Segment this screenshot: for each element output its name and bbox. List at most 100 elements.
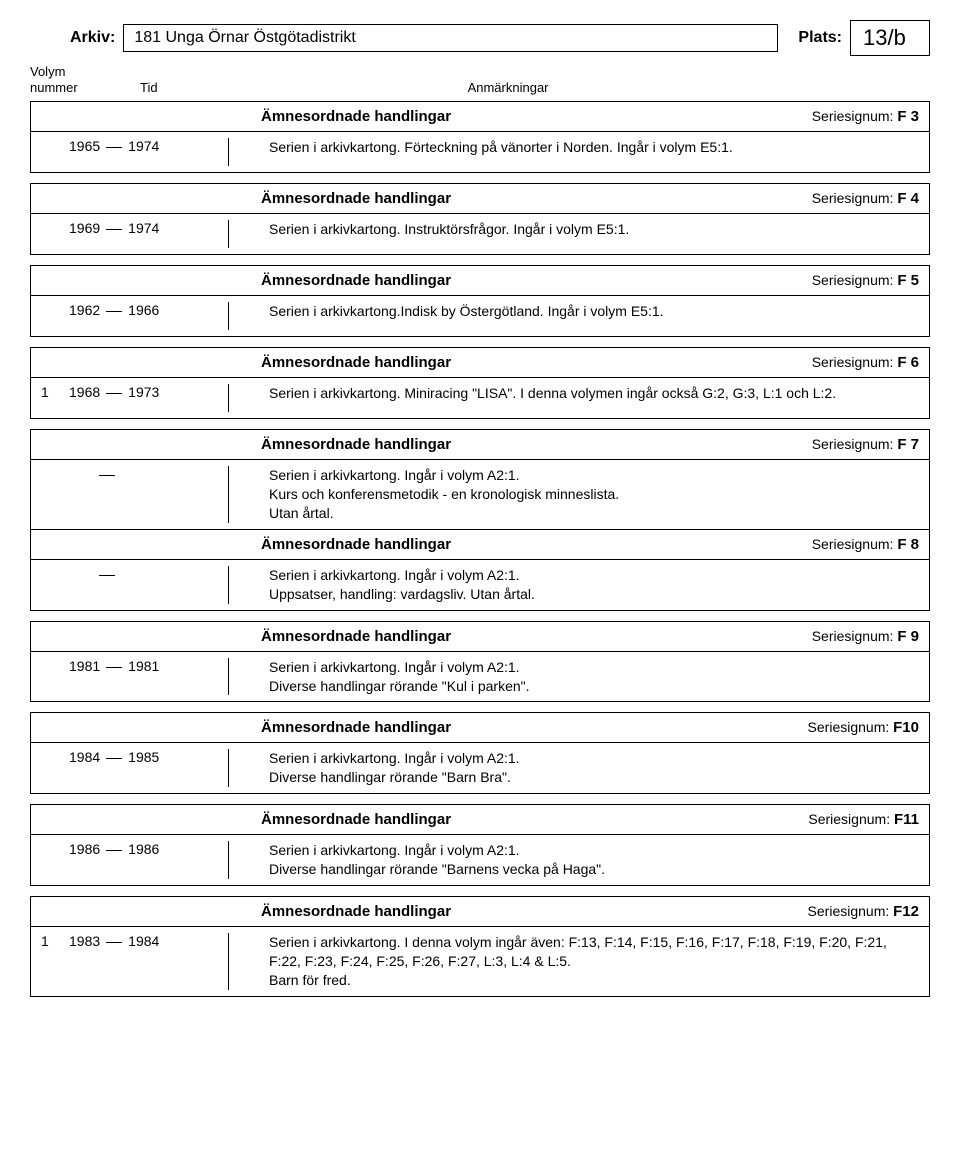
dash-icon <box>99 575 115 576</box>
volume-number <box>41 658 69 696</box>
seriesignum: Seriesignum: F 9 <box>812 628 919 645</box>
year-from: 1984 <box>69 749 100 765</box>
section-title: Ämnesordnade handlingar <box>261 903 451 920</box>
col-tid: Tid <box>140 80 158 95</box>
year-range: 1984 1985 <box>69 749 229 787</box>
dash-icon <box>106 393 122 394</box>
seriesignum: Seriesignum: F 7 <box>812 436 919 453</box>
year-from: 1968 <box>69 384 100 400</box>
entry-block: Ämnesordnade handlingarSeriesignum: F10 1… <box>30 712 930 794</box>
dash-icon <box>106 229 122 230</box>
volume-number <box>41 566 69 604</box>
section-title-row: Ämnesordnade handlingarSeriesignum: F10 <box>31 713 929 743</box>
entry-block: Ämnesordnade handlingar Seriesignum: F 4 1… <box>30 183 930 255</box>
seriesignum: Seriesignum: F 8 <box>812 536 919 553</box>
entry-block: Ämnesordnade handlingarSeriesignum: F 91… <box>30 621 930 703</box>
section-title-row: Ämnesordnade handlingarSeriesignum: F 3 <box>31 102 929 132</box>
year-from: 1965 <box>69 138 100 154</box>
seriesignum: Seriesignum: F12 <box>808 903 919 920</box>
dash-icon <box>106 850 122 851</box>
col-volym: Volym nummer <box>30 64 100 95</box>
entry-text: Serien i arkivkartong. Ingår i volym A2:… <box>229 841 919 879</box>
year-to: 1984 <box>128 933 159 949</box>
seriesignum: Seriesignum: F 4 <box>812 190 919 207</box>
entry-row: 19861986Serien i arkivkartong. Ingår i v… <box>31 835 929 885</box>
entry-row: 1981 1981 Serien i arkivkartong. Ingår i v… <box>31 652 929 702</box>
section-title: Ämnesordnade handlingar <box>261 811 451 828</box>
section-title: Ämnesordnade handlingar <box>261 536 451 553</box>
dash-icon <box>106 311 122 312</box>
volume-number: 1 <box>41 933 69 990</box>
dash-icon <box>106 667 122 668</box>
plats-label: Plats: <box>798 29 842 47</box>
year-from: 1981 <box>69 658 100 674</box>
volume-number <box>41 220 69 248</box>
column-headers: Volym nummer Tid Anmärkningar <box>30 64 930 95</box>
year-to: 1985 <box>128 749 159 765</box>
entry-row: Serien i arkivkartong. Ingår i volym A2:… <box>31 560 929 610</box>
entry-block: Ämnesordnade handlingarSeriesignum: F 51… <box>30 265 930 337</box>
entry-text: Serien i arkivkartong. Ingår i volym A2:… <box>229 658 919 696</box>
entry-text: Serien i arkivkartong. Ingår i volym A2:… <box>229 749 919 787</box>
year-range: 19691974 <box>69 220 229 248</box>
dash-icon <box>106 942 122 943</box>
volume-number <box>41 302 69 330</box>
year-to: 1974 <box>128 220 159 236</box>
volume-number <box>41 749 69 787</box>
entry-text: Serien i arkivkartong. Instruktörsfrågor… <box>229 220 919 248</box>
entry-block: Ämnesordnade handlingarSeriesignum: F 31… <box>30 101 930 173</box>
year-range: 19831984 <box>69 933 229 990</box>
arkiv-value: 181 Unga Örnar Östgötadistrikt <box>123 24 778 52</box>
year-from: 1962 <box>69 302 100 318</box>
plats-value: 13/b <box>850 20 930 56</box>
section-title-row: Ämnesordnade handlingar Seriesignum: F 6 <box>31 348 929 378</box>
blocks-container: Ämnesordnade handlingarSeriesignum: F 31… <box>30 101 930 996</box>
dash-icon <box>99 475 115 476</box>
section-title-row: Ämnesordnade handlingar Seriesignum: F12 <box>31 897 929 927</box>
section-title-row: Ämnesordnade handlingar Seriesignum: F 8 <box>31 530 929 560</box>
year-from: 1986 <box>69 841 100 857</box>
section-title: Ämnesordnade handlingar <box>261 190 451 207</box>
year-range: 1968 1973 <box>69 384 229 412</box>
year-to: 1981 <box>128 658 159 674</box>
section-title: Ämnesordnade handlingar <box>261 272 451 289</box>
entry-row: 19691974Serien i arkivkartong. Instruktö… <box>31 214 929 254</box>
year-range <box>69 466 229 523</box>
section-title-row: Ämnesordnade handlingar Seriesignum: F11 <box>31 805 929 835</box>
header-row: Arkiv: 181 Unga Örnar Östgötadistrikt Pl… <box>30 20 930 56</box>
entry-text: Serien i arkivkartong. Ingår i volym A2:… <box>229 466 919 523</box>
year-range <box>69 566 229 604</box>
section-title-row: Ämnesordnade handlingarSeriesignum: F 9 <box>31 622 929 652</box>
entry-text: Serien i arkivkartong. I denna volym ing… <box>229 933 919 990</box>
entry-block: Ämnesordnade handlingar Seriesignum: F 6 1… <box>30 347 930 419</box>
section-title: Ämnesordnade handlingar <box>261 354 451 371</box>
entry-text: Serien i arkivkartong. Miniracing "LISA"… <box>229 384 919 412</box>
dash-icon <box>106 758 122 759</box>
section-title: Ämnesordnade handlingar <box>261 436 451 453</box>
entry-row: 1962 1966 Serien i arkivkartong.Indisk by … <box>31 296 929 336</box>
volume-number: 1 <box>41 384 69 412</box>
year-to: 1966 <box>128 302 159 318</box>
seriesignum: Seriesignum: F10 <box>808 719 919 736</box>
year-to: 1973 <box>128 384 159 400</box>
year-to: 1974 <box>128 138 159 154</box>
seriesignum: Seriesignum: F 6 <box>812 354 919 371</box>
entry-row: 11968 1973 Serien i arkivkartong. Miniraci… <box>31 378 929 418</box>
entry-block: Ämnesordnade handlingar Seriesignum: F 7 S… <box>30 429 930 610</box>
entry-row: Serien i arkivkartong. Ingår i volym A2:… <box>31 460 929 529</box>
seriesignum: Seriesignum: F 3 <box>812 108 919 125</box>
entry-row: 1984 1985 Serien i arkivkartong. Ingår i v… <box>31 743 929 793</box>
year-range: 19861986 <box>69 841 229 879</box>
section-title-row: Ämnesordnade handlingar Seriesignum: F 4 <box>31 184 929 214</box>
entry-text: Serien i arkivkartong. Ingår i volym A2:… <box>229 566 919 604</box>
volume-number <box>41 466 69 523</box>
entry-block: Ämnesordnade handlingar Seriesignum: F11 1… <box>30 804 930 886</box>
entry-text: Serien i arkivkartong.Indisk by Östergöt… <box>229 302 919 330</box>
entry-text: Serien i arkivkartong. Förteckning på vä… <box>229 138 919 166</box>
seriesignum: Seriesignum: F11 <box>808 811 919 828</box>
dash-icon <box>106 147 122 148</box>
entry-row: 119831984Serien i arkivkartong. I denna … <box>31 927 929 996</box>
arkiv-label: Arkiv: <box>70 29 115 47</box>
entry-row: 1965 1974 Serien i arkivkartong. Förteckni… <box>31 132 929 172</box>
col-anm: Anmärkningar <box>468 80 549 95</box>
